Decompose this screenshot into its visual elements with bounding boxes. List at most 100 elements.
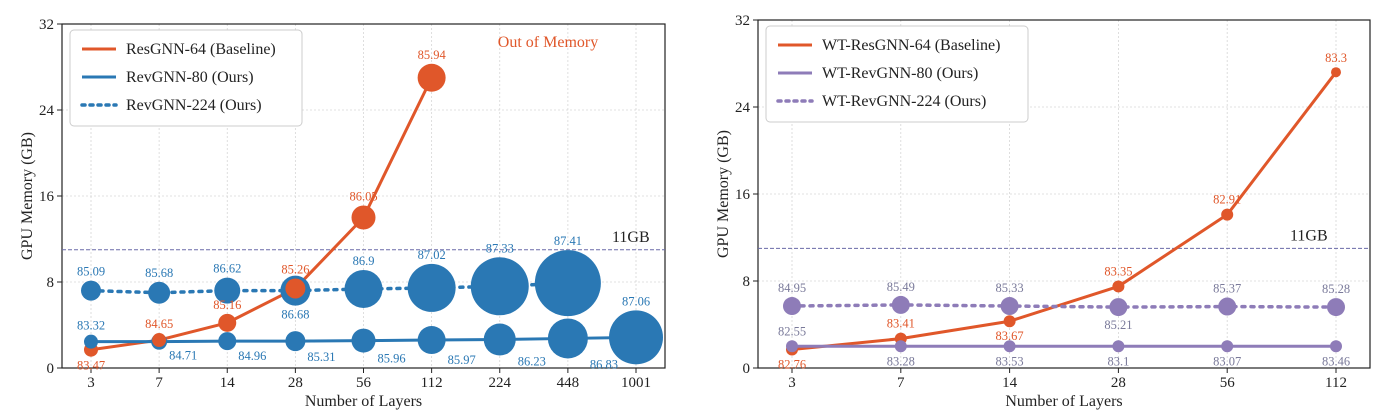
x-tick-label: 3 xyxy=(87,375,95,391)
x-tick-label: 28 xyxy=(288,375,303,391)
data-point xyxy=(1003,315,1016,328)
x-tick-label: 14 xyxy=(1002,375,1018,391)
data-label: 83.67 xyxy=(996,329,1024,343)
data-label: 83.32 xyxy=(77,319,105,333)
threshold-label: 11GB xyxy=(612,229,650,246)
data-label: 85.28 xyxy=(1322,282,1350,296)
y-axis-title: GPU Memory (GB) xyxy=(715,130,732,258)
legend-label-0: ResGNN-64 (Baseline) xyxy=(126,41,276,58)
data-point xyxy=(609,310,663,365)
y-tick-label: 24 xyxy=(39,103,55,119)
data-label: 85.49 xyxy=(887,280,915,294)
data-label: 83.46 xyxy=(1322,354,1350,368)
legend-label-1: WT-RevGNN-80 (Ours) xyxy=(822,65,978,82)
data-label: 85.21 xyxy=(1104,318,1132,332)
x-tick-label: 224 xyxy=(489,375,512,391)
points-group xyxy=(783,67,1345,356)
data-point xyxy=(783,297,801,316)
x-axis-title: Number of Layers xyxy=(305,393,422,410)
data-label: 85.09 xyxy=(77,265,105,279)
data-label: 85.96 xyxy=(378,352,406,366)
legend-label-0: WT-ResGNN-64 (Baseline) xyxy=(822,37,1000,54)
data-point xyxy=(786,340,798,353)
data-label: 86.23 xyxy=(518,355,546,369)
data-point xyxy=(534,250,601,317)
y-axis-title: GPU Memory (GB) xyxy=(19,132,36,260)
data-label: 86.05 xyxy=(349,190,377,204)
data-point xyxy=(891,295,910,314)
data-point xyxy=(285,331,306,352)
data-point xyxy=(84,334,98,349)
data-point xyxy=(1327,298,1345,317)
data-point xyxy=(148,281,171,304)
data-label: 87.06 xyxy=(622,294,650,308)
data-label: 84.65 xyxy=(145,317,173,331)
data-label: 85.31 xyxy=(307,350,335,364)
data-label: 83.53 xyxy=(996,354,1024,368)
data-label: 82.76 xyxy=(778,358,806,372)
points-group xyxy=(81,63,663,365)
data-point xyxy=(81,280,101,301)
data-point xyxy=(1000,297,1019,316)
y-tick-label: 0 xyxy=(743,361,751,377)
series-line-0 xyxy=(791,71,1338,352)
data-label: 85.37 xyxy=(1213,282,1241,296)
threshold-label: 11GB xyxy=(1290,227,1328,244)
data-label: 85.33 xyxy=(996,281,1024,295)
data-label: 83.3 xyxy=(1325,51,1347,65)
data-label: 87.33 xyxy=(486,241,514,255)
data-label: 86.68 xyxy=(281,308,309,322)
data-point xyxy=(470,257,529,316)
data-point xyxy=(1109,298,1128,317)
chart-right: 3 7 14 28 56 112 0 8 16 24 32 Number of Layers GPU M… xyxy=(715,13,1371,410)
data-point xyxy=(417,326,446,355)
x-tick-label: 28 xyxy=(1111,375,1126,391)
data-label: 85.97 xyxy=(448,353,476,367)
x-axis-title: Number of Layers xyxy=(1005,393,1122,410)
x-tick-label: 56 xyxy=(356,375,372,391)
legend-label-1: RevGNN-80 (Ours) xyxy=(126,69,254,86)
data-label: 83.41 xyxy=(887,317,915,331)
y-tick-label: 8 xyxy=(47,275,55,291)
chart-left: 3 7 14 28 56 112 224 448 1001 0 8 16 24 32 Number of L… xyxy=(19,17,666,410)
data-point xyxy=(1218,297,1237,316)
data-label: 85.26 xyxy=(281,262,309,276)
data-label: 85.16 xyxy=(213,298,241,312)
x-tick-label: 14 xyxy=(220,375,236,391)
data-point xyxy=(483,323,516,356)
labels-group: 83.47 84.65 85.16 85.26 86.05 85.94 83.32 84.71… xyxy=(77,48,650,373)
data-point xyxy=(894,340,907,353)
data-point xyxy=(351,328,376,353)
data-point xyxy=(218,332,237,351)
y-tick-label: 16 xyxy=(735,187,751,203)
data-label: 83.07 xyxy=(1213,354,1241,368)
out-of-memory-annotation: Out of Memory xyxy=(498,34,598,51)
y-tick-label: 8 xyxy=(743,274,751,290)
data-label: 87.02 xyxy=(418,248,446,262)
data-point xyxy=(351,205,376,230)
legend-label-2: RevGNN-224 (Ours) xyxy=(126,97,262,114)
legend: ResGNN-64 (Baseline) RevGNN-80 (Ours) RevG… xyxy=(69,29,303,127)
y-tick-label: 0 xyxy=(47,361,55,377)
y-tick-label: 32 xyxy=(735,13,750,29)
data-label: 83.1 xyxy=(1107,354,1129,368)
data-point xyxy=(152,333,167,348)
data-point xyxy=(1112,280,1125,293)
data-label: 85.94 xyxy=(418,48,447,62)
legend-box xyxy=(69,29,303,127)
data-point xyxy=(1330,340,1342,353)
y-tick-label: 32 xyxy=(39,17,54,33)
data-label: 85.68 xyxy=(145,266,173,280)
data-point xyxy=(218,313,237,332)
x-tick-label: 3 xyxy=(788,375,796,391)
legend: WT-ResGNN-64 (Baseline) WT-RevGNN-80 (Our… xyxy=(765,25,1029,123)
data-point xyxy=(417,63,446,92)
x-tick-label: 1001 xyxy=(621,375,651,391)
labels-group: 82.76 83.41 83.67 83.35 82.91 83.3 82.55 83.28 8… xyxy=(778,51,1350,371)
data-label: 83.35 xyxy=(1104,264,1132,278)
x-tick-label: 7 xyxy=(155,375,163,391)
data-label: 86.62 xyxy=(213,262,241,276)
data-label: 83.28 xyxy=(887,354,915,368)
data-point xyxy=(285,278,306,299)
